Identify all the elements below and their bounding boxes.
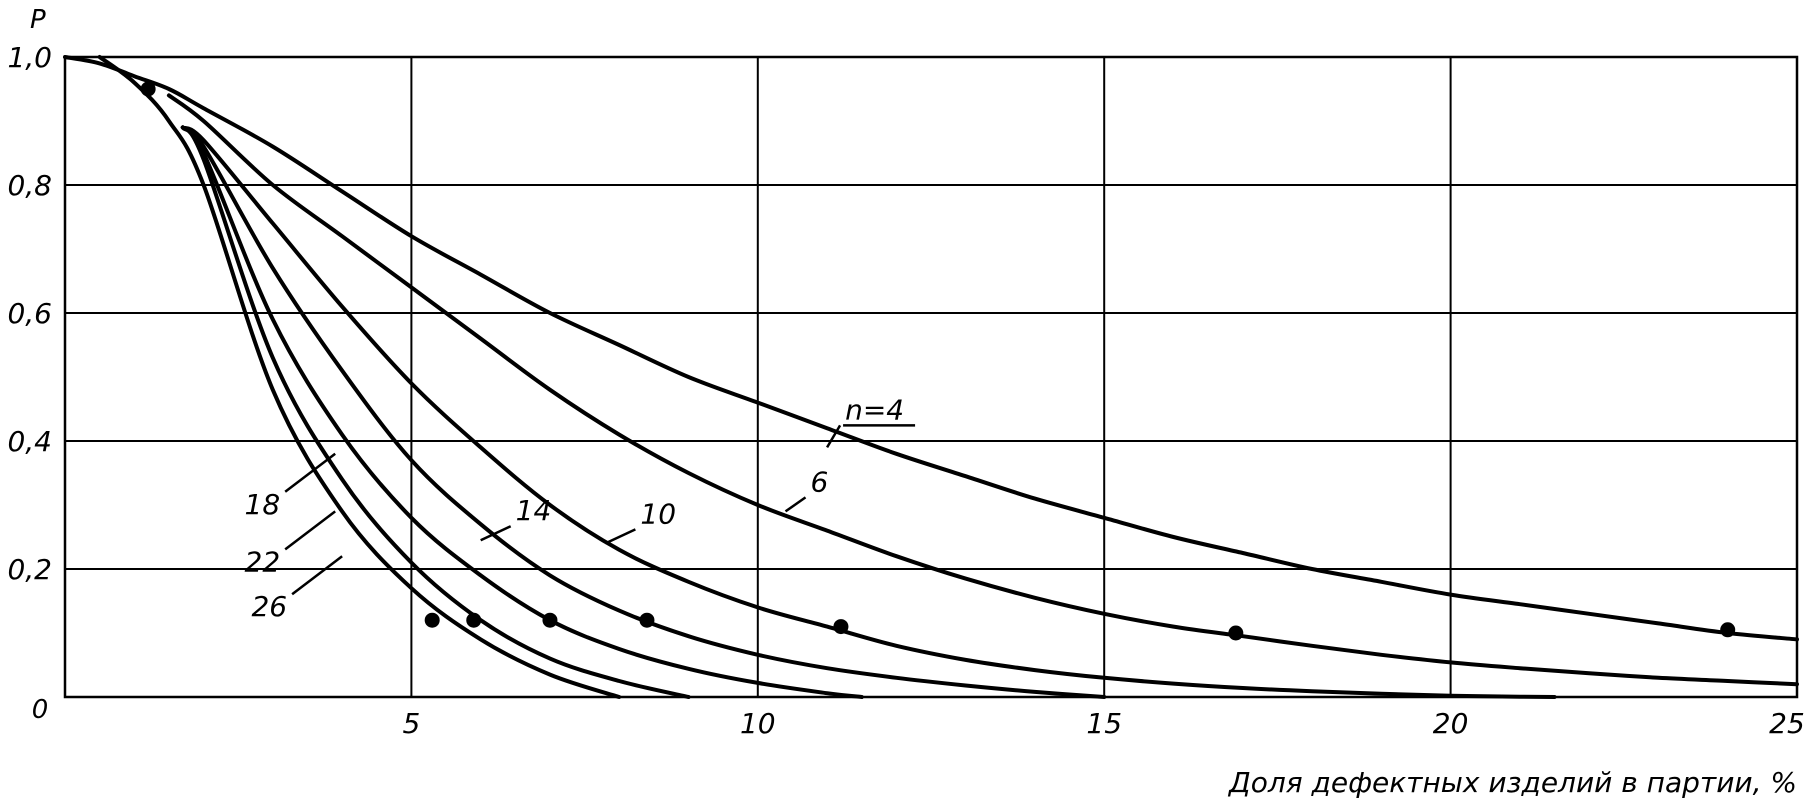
series-label: 18 [245,488,281,521]
plot-frame [63,55,1799,699]
x-tick-label: 5 [402,707,420,740]
series-marker [1720,622,1736,638]
series-line-14 [180,125,1107,699]
x-tick-label: 25 [1769,707,1805,740]
series-marker [833,619,849,635]
series-labels: n=4 6 10 14 18 22 26 [245,393,916,623]
label-leader [284,510,336,551]
label-leader [480,525,512,542]
y-axis-label: P [30,5,46,35]
series-label: 6 [811,465,829,498]
label-leader [284,452,336,493]
series-lines [63,55,1799,699]
series-line-10 [180,125,1557,699]
y-tick-label: 0,8 [7,169,52,202]
x-axis-label: Доля дефектных изделий в партии, % [1227,766,1797,799]
series-markers [140,81,1736,641]
tick-labels: 5 10 15 20 25 0,2 0,4 0,6 0,8 1,0 [7,41,1804,740]
series-line-26 [97,55,622,699]
y-tick-label: 0,2 [7,553,52,586]
x-tick-label: 10 [740,707,776,740]
y-tick-label: 1,0 [7,41,52,74]
grid [65,56,1797,697]
series-marker [639,612,655,628]
series-label: 22 [245,545,281,578]
series-marker [466,612,482,628]
series-label: 10 [640,497,676,530]
series-marker [1228,625,1244,641]
origin-tick-label: 0 [32,695,49,725]
label-leader [784,496,807,513]
label-leader [291,555,343,596]
series-label: 14 [516,494,552,527]
common-point-marker [140,81,156,97]
axes [63,55,1799,699]
series-marker [424,612,440,628]
series-line-n4 [63,55,1799,642]
label-leader [604,528,636,545]
y-tick-label: 0,6 [7,297,52,330]
label-leader [826,424,842,449]
y-tick-label: 0,4 [7,425,52,458]
series-line-22 [180,125,691,699]
x-tick-label: 15 [1086,707,1122,740]
series-line-18 [180,125,864,699]
series-label: 26 [251,590,287,623]
x-tick-label: 20 [1433,707,1469,740]
series-marker [542,612,558,628]
series-label: n=4 [845,393,904,426]
series-line-6 [166,93,1799,687]
